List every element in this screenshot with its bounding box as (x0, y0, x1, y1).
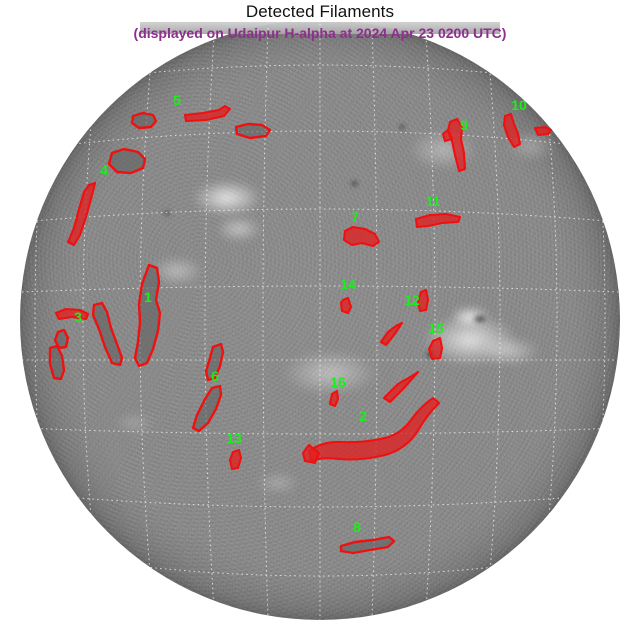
filament-outline-5a (130, 111, 158, 130)
filament-outline-3c (48, 344, 66, 381)
solar-disk (20, 22, 620, 620)
filament-label-11: 11 (426, 193, 441, 209)
page-title: Detected Filaments (245, 2, 395, 21)
filament-outline-5c (234, 122, 272, 140)
filament-outline-10 (502, 112, 522, 149)
sunspot (163, 210, 171, 216)
filament-outline-4b (66, 181, 97, 247)
sunspot (398, 124, 406, 130)
filament-outline-14 (339, 296, 353, 315)
filament-label-16: 16 (330, 374, 346, 390)
plage-region (282, 350, 378, 396)
plage-region (256, 472, 300, 494)
filament-label-7: 7 (351, 209, 359, 225)
filament-label-13: 13 (226, 430, 242, 446)
filament-outline-4a (107, 147, 147, 175)
sunspot (350, 180, 359, 187)
filament-outline-12c (382, 370, 420, 404)
filament-outline-15 (427, 336, 444, 361)
chromosphere-texture (20, 22, 620, 620)
plage-region (112, 412, 156, 434)
disk-top-clip-band (140, 22, 500, 34)
filament-outline-6b (191, 384, 223, 433)
filament-label-3: 3 (74, 309, 82, 325)
filament-outline-9b (441, 128, 454, 143)
filament-outline-10b (533, 125, 553, 137)
filament-outline-6a (204, 342, 225, 382)
filament-outline-11 (414, 212, 462, 229)
filament-outline-7 (342, 225, 381, 248)
filament-label-6: 6 (211, 368, 219, 384)
sunspot (472, 314, 488, 324)
filament-outline-1 (133, 263, 162, 368)
filament-outline-3d (91, 301, 124, 367)
filament-label-4: 4 (100, 162, 108, 178)
solar-disk-container (0, 22, 640, 622)
filament-outline-12b (379, 321, 404, 347)
filament-contours (48, 104, 553, 555)
filament-label-2: 2 (359, 408, 367, 424)
filament-label-15: 15 (428, 320, 444, 336)
plage-region (192, 180, 262, 216)
filament-outline-12a (416, 288, 430, 313)
filament-label-9: 9 (460, 117, 468, 133)
filament-outline-16 (328, 389, 340, 408)
filament-label-10: 10 (511, 97, 527, 113)
filament-outline-13 (228, 448, 243, 471)
filament-outline-2b (301, 443, 321, 465)
filament-label-5: 5 (173, 92, 181, 108)
plage-region (216, 216, 262, 242)
filament-outline-2 (307, 396, 441, 463)
filament-outline-3b (53, 328, 70, 350)
heliographic-grid (21, 24, 619, 620)
filament-label-14: 14 (340, 276, 356, 292)
filament-labels: 1 2 3 4 5 6 7 8 9 10 11 12 13 14 15 16 (74, 92, 527, 535)
filament-label-12: 12 (404, 292, 420, 308)
filament-outline-8 (339, 535, 396, 555)
filament-outline-5b (183, 104, 232, 123)
plage-region (480, 336, 540, 366)
filament-label-1: 1 (144, 289, 152, 305)
filament-outline-3a (54, 307, 90, 321)
filament-label-8: 8 (353, 519, 361, 535)
page-subtitle: (displayed on Udaipur H-alpha at 2024 Ap… (133, 25, 507, 41)
